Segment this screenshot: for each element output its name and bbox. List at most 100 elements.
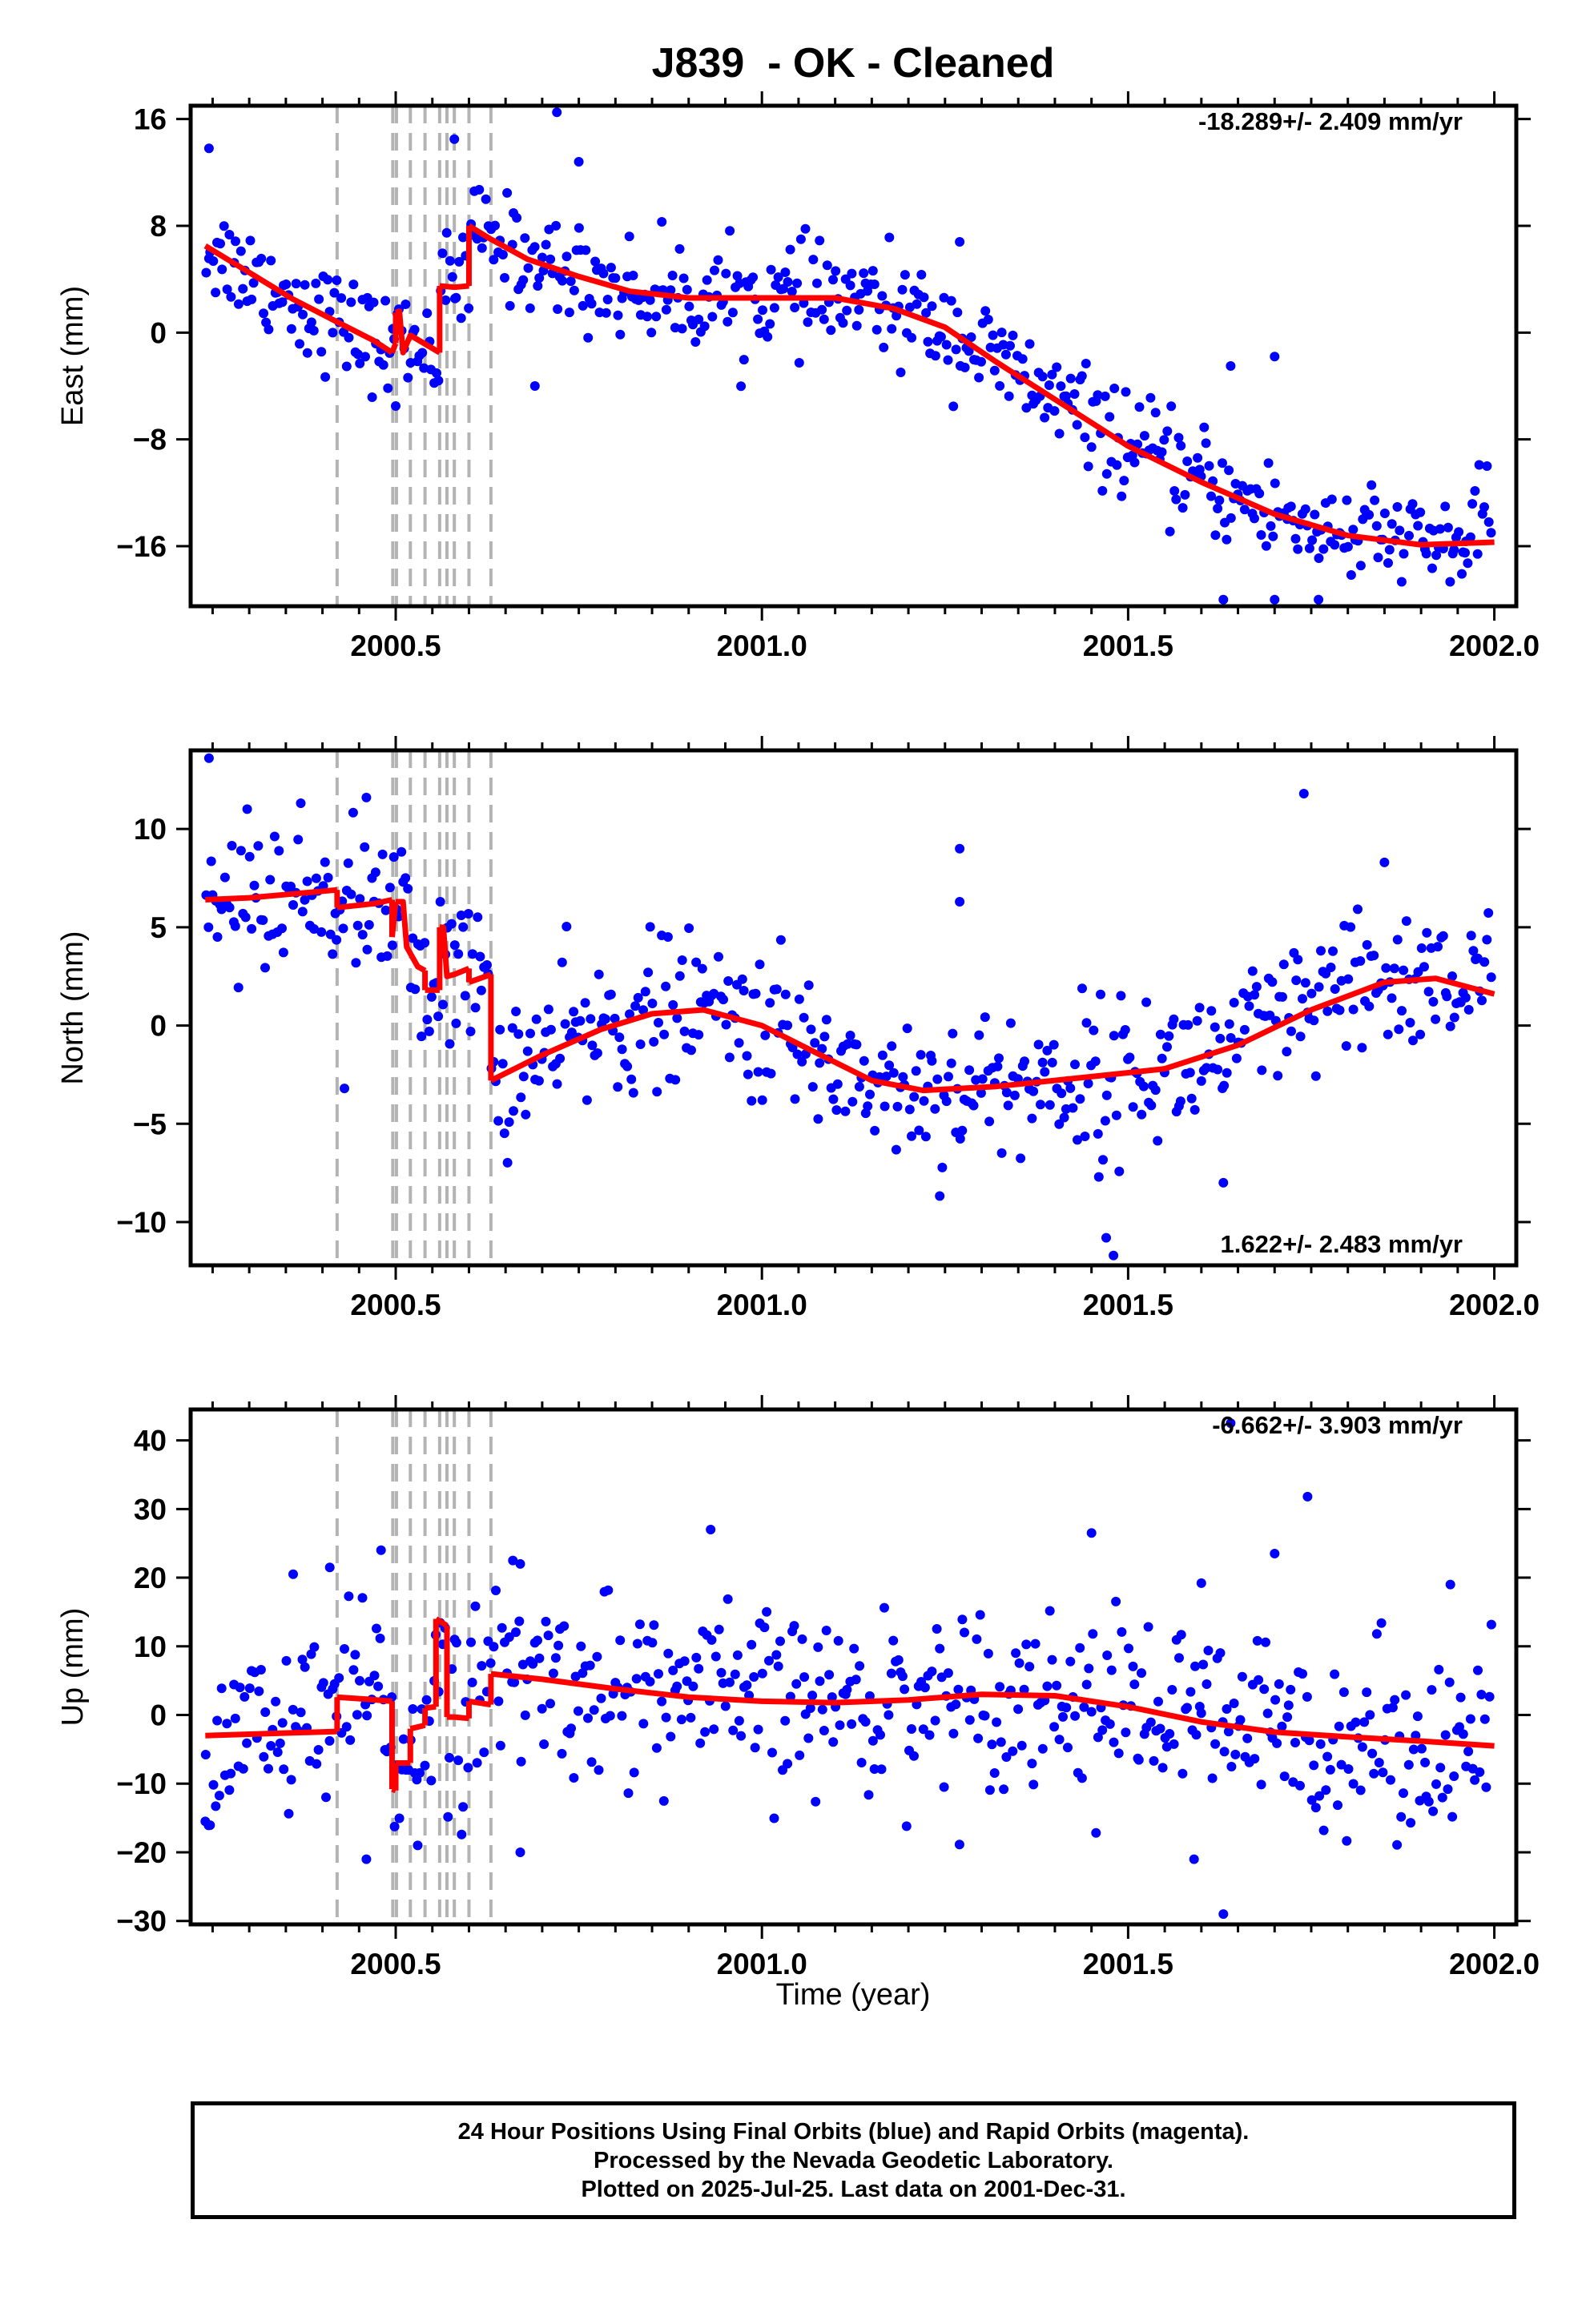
position-point — [201, 267, 211, 278]
position-point — [586, 1014, 596, 1024]
position-point — [376, 1545, 386, 1555]
position-point — [1286, 501, 1296, 512]
position-point — [552, 107, 562, 118]
position-point — [295, 339, 304, 349]
position-point — [493, 1116, 504, 1126]
position-point — [645, 1676, 655, 1687]
position-point — [224, 903, 235, 913]
position-point — [1408, 1035, 1418, 1046]
position-point — [879, 342, 889, 352]
position-point — [219, 872, 230, 883]
position-point — [787, 287, 797, 296]
position-point — [930, 1715, 940, 1726]
position-point — [477, 1661, 487, 1671]
position-point — [880, 1101, 890, 1112]
position-point — [1097, 485, 1108, 496]
position-point — [559, 1621, 570, 1631]
position-point — [212, 1715, 223, 1726]
position-point — [362, 1711, 372, 1721]
position-point — [545, 1024, 556, 1035]
model-segment — [394, 308, 441, 356]
position-point — [736, 1731, 747, 1741]
position-point — [348, 279, 359, 290]
position-point — [1291, 975, 1302, 986]
position-point — [753, 314, 763, 324]
position-point — [297, 907, 308, 917]
position-point — [1403, 1759, 1414, 1770]
position-point — [1346, 922, 1356, 932]
position-point — [1343, 1764, 1354, 1774]
position-point — [1231, 1053, 1242, 1063]
position-point — [1479, 1714, 1490, 1724]
position-point — [663, 1648, 674, 1659]
position-point — [1042, 1681, 1053, 1691]
position-point — [291, 279, 301, 289]
position-point — [1194, 1003, 1205, 1013]
position-point — [288, 1569, 298, 1579]
position-point — [309, 924, 319, 934]
position-point — [773, 272, 783, 283]
position-point — [1210, 1022, 1220, 1032]
position-point — [502, 187, 513, 198]
position-point — [1479, 502, 1489, 513]
position-point — [1113, 1748, 1124, 1759]
position-point — [1093, 1172, 1104, 1182]
position-point — [515, 1558, 525, 1569]
position-point — [475, 951, 485, 962]
position-point — [1226, 513, 1236, 523]
position-point — [755, 959, 765, 970]
position-point — [1392, 935, 1403, 945]
position-point — [1129, 1679, 1140, 1690]
position-point — [603, 1585, 614, 1595]
position-point — [279, 1764, 289, 1775]
position-point — [811, 1796, 821, 1807]
position-point — [723, 976, 734, 986]
position-point — [1190, 1661, 1200, 1671]
position-point — [1106, 1665, 1117, 1675]
position-point — [677, 955, 687, 965]
position-point — [1111, 1596, 1121, 1606]
position-point — [336, 293, 347, 304]
position-point — [1282, 1047, 1292, 1057]
position-point — [1162, 1042, 1172, 1052]
position-point — [1267, 977, 1278, 987]
position-point — [203, 753, 214, 763]
position-point — [1399, 1788, 1408, 1799]
position-point — [1475, 1767, 1485, 1777]
position-point — [308, 325, 319, 336]
position-point — [845, 1031, 855, 1040]
position-point — [647, 999, 658, 1008]
y-tick-label: −16 — [116, 530, 167, 563]
position-point — [652, 1087, 662, 1097]
position-point — [617, 1044, 627, 1055]
position-point — [369, 1671, 380, 1681]
position-point — [1438, 931, 1448, 941]
position-point — [758, 305, 767, 316]
position-point — [383, 383, 393, 393]
position-point — [1229, 1699, 1239, 1708]
position-point — [1423, 1796, 1434, 1807]
position-point — [1176, 1630, 1186, 1640]
position-point — [1454, 527, 1464, 537]
position-point — [560, 1019, 570, 1029]
position-point — [1387, 1703, 1398, 1713]
position-point — [328, 949, 338, 959]
position-point — [748, 272, 759, 283]
position-point — [974, 1030, 984, 1040]
position-point — [1157, 447, 1167, 457]
position-point — [1198, 1659, 1209, 1670]
position-point — [389, 1821, 400, 1831]
position-point — [686, 1712, 696, 1723]
position-point — [513, 1029, 524, 1039]
position-point — [1270, 594, 1280, 605]
position-point — [1027, 1113, 1037, 1124]
position-point — [1011, 1648, 1021, 1659]
position-point — [743, 1069, 753, 1080]
position-point — [1069, 389, 1080, 399]
position-point — [1247, 966, 1258, 976]
position-point — [309, 1642, 320, 1652]
model-segment — [409, 1722, 426, 1732]
position-point — [1326, 963, 1336, 972]
position-point — [465, 1027, 476, 1036]
position-point — [1121, 387, 1131, 397]
